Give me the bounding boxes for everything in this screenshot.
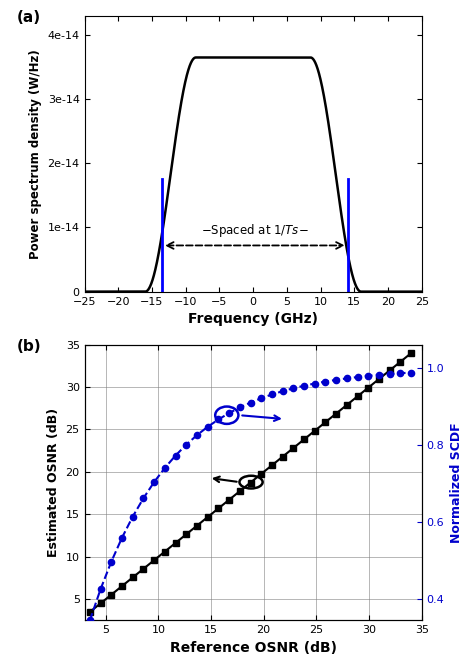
Text: $-$Spaced at 1/$\mathit{Ts}$$-$: $-$Spaced at 1/$\mathit{Ts}$$-$ [201,222,309,239]
Text: (b): (b) [17,339,42,354]
X-axis label: Frequency (GHz): Frequency (GHz) [188,312,318,326]
Y-axis label: Estimated OSNR (dB): Estimated OSNR (dB) [47,408,60,557]
X-axis label: Reference OSNR (dB): Reference OSNR (dB) [170,641,337,655]
Y-axis label: Power spectrum density (W/Hz): Power spectrum density (W/Hz) [29,49,42,258]
Text: (a): (a) [17,10,41,25]
Y-axis label: Normalized SCDF: Normalized SCDF [450,422,463,543]
